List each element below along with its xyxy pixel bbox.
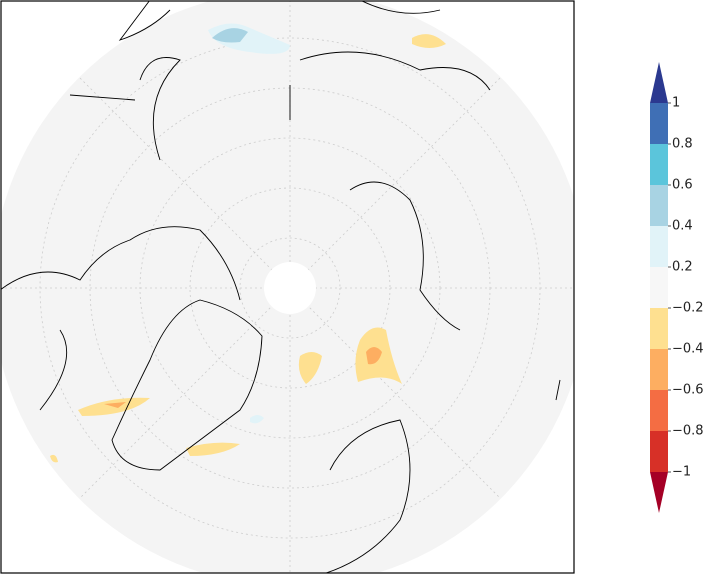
colorbar-tick-label: 0.2 (672, 260, 693, 275)
colorbar-tick-label: −1 (672, 465, 691, 480)
colorbar-extend-bottom (650, 472, 668, 513)
colorbar-tick-label: 0.6 (672, 178, 693, 193)
colorbar-tick-label: 0.4 (672, 219, 693, 234)
pole-hole (264, 262, 316, 314)
colorbar-tick-label: −0.6 (672, 383, 704, 398)
colorbar-box (650, 267, 668, 308)
colorbar-box (650, 349, 668, 390)
coastlines (1, 1, 561, 573)
colorbar-box (650, 144, 668, 185)
colorbar-box (650, 226, 668, 267)
colorbar: 1 0.8 0.6 0.4 0.2 −0.2 −0.4 −0.6 −0.8 −1 (650, 62, 704, 513)
colorbar-tick-label: −0.8 (672, 424, 704, 439)
colorbar-box (650, 431, 668, 472)
colorbar-tick-label: −0.2 (672, 301, 704, 316)
map-frame (0, 0, 575, 574)
colorbar-box (650, 185, 668, 226)
colorbar-extend-top (650, 62, 668, 103)
colorbar-box (650, 390, 668, 431)
anomalies (50, 23, 446, 463)
colorbar-box (650, 308, 668, 349)
colorbar-tick-label: 1 (672, 96, 680, 111)
colorbar-tick-label: −0.4 (672, 342, 704, 357)
colorbar-box (650, 103, 668, 144)
colorbar-tick-label: 0.8 (672, 137, 693, 152)
map (1, 1, 574, 573)
